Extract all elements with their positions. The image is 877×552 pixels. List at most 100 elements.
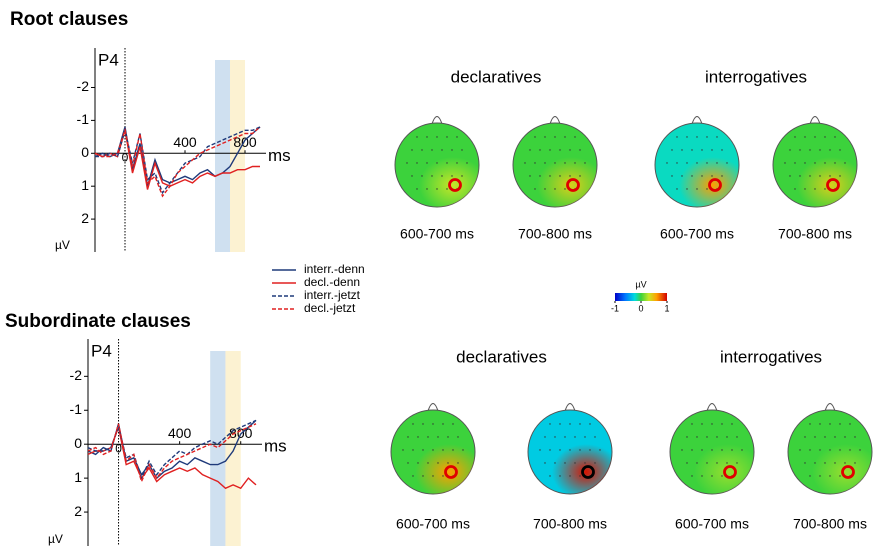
nose	[691, 116, 703, 125]
electrode	[427, 436, 429, 438]
electrode	[457, 462, 459, 464]
electrode	[829, 175, 831, 177]
electrode	[834, 136, 836, 138]
electrode	[721, 475, 723, 477]
electrode	[569, 149, 571, 151]
electrode	[804, 162, 806, 164]
electrode	[446, 162, 448, 164]
time-window-label: 600-700 ms	[660, 226, 734, 242]
x-tick-label: 400	[168, 425, 192, 441]
electrode	[569, 175, 571, 177]
electrode	[741, 449, 743, 451]
electrode	[569, 423, 571, 425]
legend-label: decl.-jetzt	[304, 301, 356, 315]
electrode	[544, 136, 546, 138]
electrode	[854, 436, 856, 438]
y-tick-label: -1	[77, 111, 90, 127]
electrode	[799, 449, 801, 451]
electrode	[447, 462, 449, 464]
electrode	[584, 462, 586, 464]
electrode	[564, 162, 566, 164]
electrode	[671, 149, 673, 151]
electrode	[574, 462, 576, 464]
electrode-marker	[841, 465, 855, 479]
electrode	[539, 149, 541, 151]
electrode	[436, 136, 438, 138]
electrode	[422, 449, 424, 451]
electrode	[696, 462, 698, 464]
electrode	[819, 475, 821, 477]
nose	[431, 116, 443, 125]
electrode	[829, 423, 831, 425]
electrode	[824, 136, 826, 138]
electrode	[726, 162, 728, 164]
electrode	[814, 436, 816, 438]
electrode	[691, 175, 693, 177]
group-title: interrogatives	[720, 347, 822, 366]
electrode	[554, 162, 556, 164]
electrode	[839, 449, 841, 451]
y-tick-label: -1	[70, 401, 83, 417]
electrode-marker	[708, 178, 722, 192]
electrode	[696, 188, 698, 190]
panel-title: Root clauses	[10, 9, 128, 30]
electrode	[426, 188, 428, 190]
electrode	[799, 149, 801, 151]
electrode-marker	[826, 178, 840, 192]
electrode	[711, 423, 713, 425]
electrode	[824, 162, 826, 164]
electrode	[844, 462, 846, 464]
electrode-marker	[448, 178, 462, 192]
electrode	[681, 449, 683, 451]
electrode	[696, 136, 698, 138]
x-tick-label: 0	[115, 441, 122, 455]
electrode	[549, 475, 551, 477]
electrode	[451, 149, 453, 151]
electrode	[594, 462, 596, 464]
electrode	[691, 423, 693, 425]
topomap-peak	[797, 157, 857, 207]
electrode	[452, 449, 454, 451]
electrode	[814, 162, 816, 164]
electrode	[416, 188, 418, 190]
topomap-peak	[419, 157, 479, 207]
electrode	[814, 188, 816, 190]
electrode	[574, 436, 576, 438]
electrode	[407, 436, 409, 438]
time-window-label: 700-800 ms	[778, 226, 852, 242]
time-window-label: 600-700 ms	[396, 516, 470, 532]
electrode-marker	[723, 465, 737, 479]
topomap-peak	[552, 444, 612, 494]
electrode	[839, 149, 841, 151]
group-title: interrogatives	[705, 67, 807, 86]
x-unit: ms	[264, 437, 287, 456]
colorbar	[615, 293, 667, 301]
electrode	[691, 149, 693, 151]
electrode	[564, 136, 566, 138]
time-window-label: 700-800 ms	[518, 226, 592, 242]
electrode	[431, 175, 433, 177]
topomap-peak	[694, 444, 754, 494]
electrode	[809, 449, 811, 451]
electrode	[701, 449, 703, 451]
electrode	[824, 436, 826, 438]
electrode	[417, 436, 419, 438]
electrode	[726, 436, 728, 438]
electrode	[829, 449, 831, 451]
y-tick-label: -2	[70, 367, 83, 383]
electrode	[814, 462, 816, 464]
y-unit: µV	[48, 532, 63, 546]
electrode	[426, 136, 428, 138]
electrode	[839, 175, 841, 177]
electrode	[589, 423, 591, 425]
nose	[824, 403, 836, 412]
electrode	[701, 175, 703, 177]
electrode	[422, 423, 424, 425]
electrode	[446, 188, 448, 190]
nose	[809, 116, 821, 125]
electrode	[402, 449, 404, 451]
electrode	[701, 149, 703, 151]
topomap-peak	[415, 444, 475, 494]
x-unit: ms	[268, 146, 291, 165]
electrode	[721, 423, 723, 425]
